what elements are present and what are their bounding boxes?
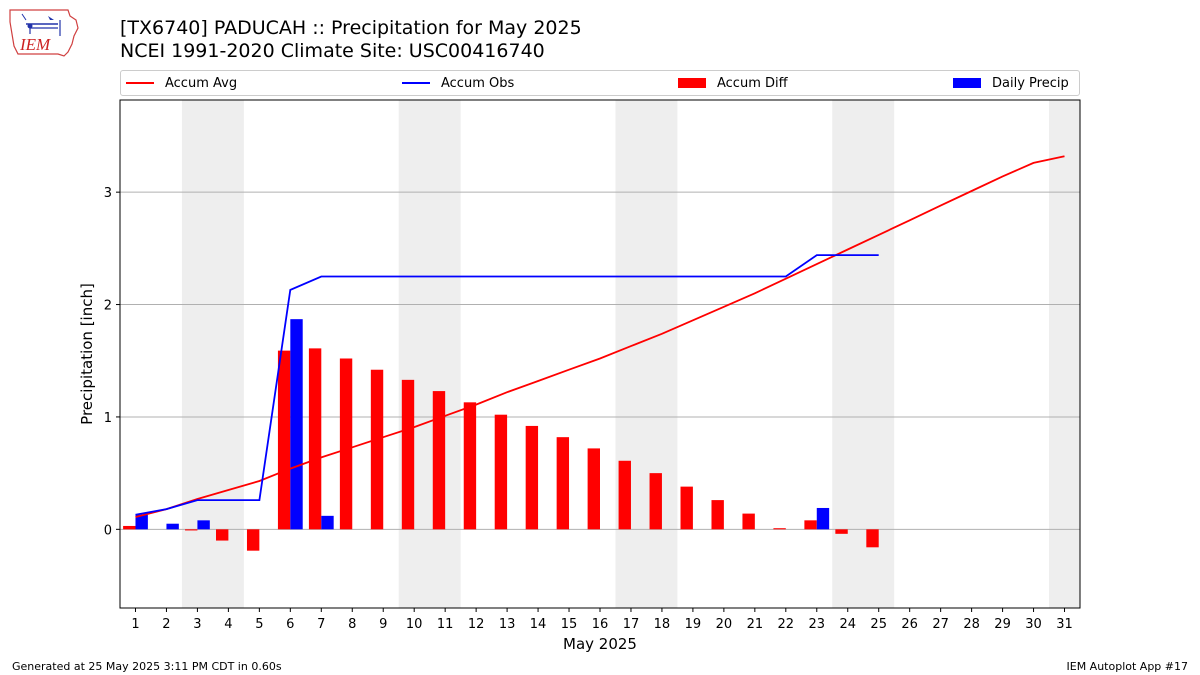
legend-item-accum-obs: Accum Obs [402,71,514,95]
y-tick-label: 3 [104,186,112,201]
chart-title: [TX6740] PADUCAH :: Precipitation for Ma… [120,17,582,39]
accum-diff-bar-24 [835,529,848,534]
y-tick-label: 0 [104,523,112,538]
accum-diff-bar-21 [742,513,755,530]
x-tick-label: 25 [870,617,887,632]
legend-swatch-accum-diff [678,78,706,88]
x-tick-label: 27 [932,617,949,632]
accum-diff-bar-23 [804,520,817,530]
daily-precip-bar-3 [197,520,210,530]
logo-text: IEM [19,35,51,54]
accum-diff-bar-17 [618,460,631,530]
weekend-band-1 [398,100,461,608]
accum-diff-bar-8 [339,358,353,530]
legend: Accum Avg Accum Obs Accum Diff Daily Pre… [120,70,1080,96]
accum-diff-bar-7 [308,348,322,530]
x-tick-label: 30 [1025,617,1042,632]
x-tick-label: 15 [561,617,578,632]
legend-label-accum-obs: Accum Obs [441,75,515,91]
accum-diff-bar-6 [277,350,291,530]
legend-label-accum-diff: Accum Diff [717,75,788,91]
accum-diff-bar-13 [494,414,508,530]
legend-item-accum-avg: Accum Avg [126,71,237,95]
y-tick-label: 2 [104,299,112,314]
x-tick-label: 11 [437,617,454,632]
x-tick-label: 3 [193,617,201,632]
accum-diff-bar-18 [649,473,662,530]
accum-diff-bar-14 [525,425,539,530]
legend-swatch-daily-precip [953,78,981,88]
x-tick-label: 29 [994,617,1011,632]
x-tick-label: 1 [131,617,139,632]
accum-diff-bar-25 [866,529,879,548]
x-tick-label: 6 [286,617,294,632]
accum-diff-bar-5 [246,529,260,551]
x-tick-label: 31 [1056,617,1073,632]
x-tick-label: 8 [348,617,356,632]
daily-precip-bar-7 [321,515,334,530]
x-tick-label: 13 [499,617,516,632]
legend-swatch-accum-obs [402,82,430,84]
weekend-band-3 [832,100,895,608]
x-tick-label: 14 [530,617,547,632]
legend-label-daily-precip: Daily Precip [992,75,1069,91]
x-tick-label: 9 [379,617,387,632]
x-tick-label: 24 [839,617,856,632]
legend-item-daily-precip: Daily Precip [953,71,1069,95]
accum-diff-bar-16 [587,448,600,530]
iem-logo: IEM [9,9,79,57]
weekend-band-2 [615,100,678,608]
plot-frame [119,99,1081,609]
weekend-band-4 [1049,100,1080,608]
x-tick-label: 23 [809,617,826,632]
accum-diff-bar-11 [432,391,446,530]
daily-precip-bar-1 [135,514,148,530]
accum-avg-line [135,155,1065,518]
daily-precip-bar-23 [816,507,830,530]
x-axis-label: May 2025 [563,635,637,653]
accum-diff-bar-12 [463,402,477,530]
y-axis-label: Precipitation [inch] [78,283,96,425]
accum-diff-bar-15 [556,437,570,530]
x-tick-label: 5 [255,617,263,632]
x-tick-label: 26 [901,617,918,632]
chart-subtitle: NCEI 1991-2020 Climate Site: USC00416740 [120,40,545,62]
accum-diff-bar-22 [773,528,786,530]
accum-diff-bar-4 [216,529,229,541]
x-tick-label: 7 [317,617,325,632]
legend-swatch-accum-avg [126,82,154,84]
y-tick-label: 1 [104,411,112,426]
accum-diff-bar-9 [370,369,384,530]
accum-diff-bar-1 [123,525,136,530]
legend-item-accum-diff: Accum Diff [678,71,788,95]
x-tick-label: 20 [716,617,733,632]
accum-diff-bar-3 [185,529,198,531]
x-tick-label: 17 [623,617,640,632]
x-tick-label: 16 [592,617,609,632]
daily-precip-bar-2 [166,523,179,530]
x-tick-label: 10 [406,617,423,632]
x-tick-label: 28 [963,617,980,632]
x-tick-label: 12 [468,617,485,632]
x-tick-label: 22 [778,617,795,632]
x-tick-label: 19 [685,617,702,632]
accum-diff-bar-19 [680,486,693,530]
x-tick-label: 21 [747,617,764,632]
x-tick-label: 2 [162,617,170,632]
footer-generated: Generated at 25 May 2025 3:11 PM CDT in … [12,660,282,673]
x-tick-label: 4 [224,617,232,632]
accum-diff-bar-20 [711,500,724,530]
weekend-band-0 [181,100,244,608]
legend-label-accum-avg: Accum Avg [165,75,238,91]
x-tick-label: 18 [654,617,671,632]
accum-obs-line [135,254,879,516]
footer-app: IEM Autoplot App #17 [1066,660,1189,673]
accum-diff-bar-10 [401,379,415,530]
daily-precip-bar-6 [290,319,303,530]
